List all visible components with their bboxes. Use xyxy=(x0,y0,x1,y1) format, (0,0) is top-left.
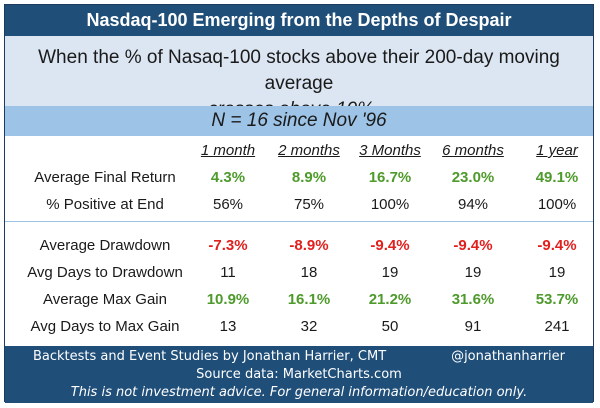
table-cell: -9.4% xyxy=(453,237,493,254)
results-table: 1 month 2 months 3 Months 6 months 1 yea… xyxy=(5,136,593,346)
table-cell: 23.0% xyxy=(451,169,495,186)
row-label: Average Final Return xyxy=(34,169,176,186)
table-cell: 4.3% xyxy=(210,169,246,186)
column-header: 6 months xyxy=(442,142,504,159)
table-row: Avg Days to Max Gain 13 32 50 91 241 xyxy=(5,315,593,339)
table-cell: 31.6% xyxy=(451,291,495,308)
row-label: Avg Days to Drawdown xyxy=(27,264,183,281)
table-cell: 241 xyxy=(544,318,570,335)
column-header: 1 year xyxy=(536,142,578,159)
table-cell: 94% xyxy=(457,196,489,213)
table-row: % Positive at End 56% 75% 100% 94% 100% xyxy=(5,193,593,217)
row-label: Average Drawdown xyxy=(39,237,171,254)
table-cell: 19 xyxy=(464,264,482,281)
row-label: % Positive at End xyxy=(46,196,164,213)
table-cell: 16.7% xyxy=(368,169,412,186)
author-credit: Backtests and Event Studies by Jonathan … xyxy=(33,349,387,364)
table-cell: 10.9% xyxy=(206,291,250,308)
table-cell: 18 xyxy=(300,264,318,281)
table-cell: 100% xyxy=(537,196,577,213)
table-cell: -9.4% xyxy=(370,237,410,254)
table-row: Average Drawdown -7.3% -8.9% -9.4% -9.4%… xyxy=(5,234,593,258)
table-cell: -9.4% xyxy=(537,237,577,254)
table-cell: 49.1% xyxy=(535,169,579,186)
table-cell: 19 xyxy=(381,264,399,281)
table-cell: 91 xyxy=(464,318,482,335)
table-cell: 100% xyxy=(370,196,410,213)
table-cell: 19 xyxy=(548,264,566,281)
section-divider xyxy=(5,221,593,222)
source-note: Source data: MarketCharts.com xyxy=(196,367,402,382)
table-cell: -8.9% xyxy=(289,237,329,254)
study-description: When the % of Nasaq-100 stocks above the… xyxy=(5,36,593,120)
table-row: Average Final Return 4.3% 8.9% 16.7% 23.… xyxy=(5,166,593,190)
column-header: 1 month xyxy=(200,142,256,159)
table-cell: 21.2% xyxy=(368,291,412,308)
description-line-1: When the % of Nasaq-100 stocks above the… xyxy=(38,47,560,94)
sample-size-banner: N = 16 since Nov '96 xyxy=(5,106,593,136)
author-handle: @jonathanharrier xyxy=(451,349,565,364)
table-cell: 32 xyxy=(300,318,318,335)
table-row: Avg Days to Drawdown 11 18 19 19 19 xyxy=(5,261,593,285)
table-cell: 50 xyxy=(381,318,399,335)
table-cell: 13 xyxy=(219,318,237,335)
table-cell: 8.9% xyxy=(291,169,327,186)
table-cell: 53.7% xyxy=(535,291,579,308)
column-header: 3 Months xyxy=(359,142,421,159)
row-label: Avg Days to Max Gain xyxy=(30,318,180,335)
table-cell: 75% xyxy=(293,196,325,213)
footer: Backtests and Event Studies by Jonathan … xyxy=(5,346,593,403)
row-label: Average Max Gain xyxy=(43,291,167,308)
table-header-row: 1 month 2 months 3 Months 6 months 1 yea… xyxy=(5,139,593,163)
disclaimer: This is not investment advice. For gener… xyxy=(70,385,528,400)
event-study-card: Nasdaq-100 Emerging from the Depths of D… xyxy=(4,4,594,403)
table-cell: 16.1% xyxy=(287,291,331,308)
column-header: 2 months xyxy=(278,142,340,159)
page-title: Nasdaq-100 Emerging from the Depths of D… xyxy=(5,5,593,36)
table-cell: 56% xyxy=(212,196,244,213)
table-cell: -7.3% xyxy=(208,237,248,254)
table-row: Average Max Gain 10.9% 16.1% 21.2% 31.6%… xyxy=(5,288,593,312)
table-cell: 11 xyxy=(220,264,236,281)
